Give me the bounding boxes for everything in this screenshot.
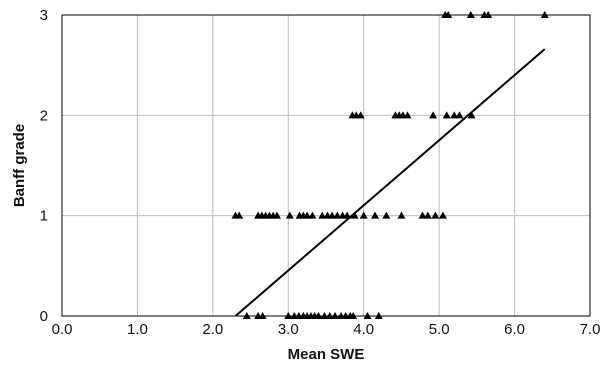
data-point-triangle bbox=[467, 111, 476, 119]
y-tick-label: 2 bbox=[40, 107, 48, 124]
data-point-triangle bbox=[325, 312, 334, 319]
data-point-triangle bbox=[484, 11, 493, 18]
x-tick-label: 0.0 bbox=[52, 321, 73, 338]
data-point-triangle bbox=[285, 211, 294, 219]
data-point-triangle bbox=[382, 211, 391, 219]
x-tick-label: 3.0 bbox=[278, 321, 299, 338]
data-point-triangle bbox=[403, 111, 412, 119]
data-point-triangle bbox=[350, 211, 359, 219]
x-tick-label: 4.0 bbox=[353, 321, 374, 338]
y-axis-title: Banff grade bbox=[11, 124, 28, 207]
data-point-triangle bbox=[374, 312, 383, 319]
data-point-triangle bbox=[343, 211, 352, 219]
data-point-triangle bbox=[308, 211, 317, 219]
linear-trendline bbox=[234, 48, 546, 317]
data-point-triangle bbox=[272, 211, 281, 219]
data-point-triangle bbox=[363, 312, 372, 319]
data-point-triangle bbox=[328, 211, 337, 219]
data-point-triangle bbox=[431, 211, 440, 219]
data-point-triangle bbox=[284, 312, 293, 319]
data-point-triangle bbox=[418, 211, 427, 219]
data-point-triangle bbox=[429, 111, 438, 119]
data-point-triangle bbox=[331, 312, 340, 319]
x-tick-label: 5.0 bbox=[429, 321, 450, 338]
data-point-triangle bbox=[258, 312, 267, 319]
trendline-layer bbox=[234, 48, 546, 317]
data-point-triangle bbox=[455, 111, 464, 119]
y-tick-label: 3 bbox=[40, 7, 48, 24]
x-tick-label: 2.0 bbox=[202, 321, 223, 338]
x-tick-label: 6.0 bbox=[504, 321, 525, 338]
data-point-triangle bbox=[442, 111, 451, 119]
data-point-triangle bbox=[320, 312, 329, 319]
data-point-triangle bbox=[371, 211, 380, 219]
x-axis-title: Mean SWE bbox=[288, 346, 365, 363]
data-point-triangle bbox=[349, 312, 358, 319]
y-tick-label: 1 bbox=[40, 208, 48, 225]
y-tick-label: 0 bbox=[40, 308, 48, 325]
data-point-triangle bbox=[540, 11, 549, 18]
data-point-triangle bbox=[450, 111, 459, 119]
data-point-triangle bbox=[423, 211, 432, 219]
data-points bbox=[231, 11, 549, 319]
data-point-triangle bbox=[303, 211, 312, 219]
data-point-triangle bbox=[397, 211, 406, 219]
data-point-triangle bbox=[235, 211, 244, 219]
data-point-triangle bbox=[438, 211, 447, 219]
data-point-triangle bbox=[444, 11, 453, 18]
data-point-triangle bbox=[333, 211, 342, 219]
data-point-triangle bbox=[242, 312, 251, 319]
x-tick-label: 1.0 bbox=[127, 321, 148, 338]
data-point-triangle bbox=[314, 312, 323, 319]
tick-labels: 0.0 1.0 2.0 3.0 4.0 5.0 6.0 7.0 0 1 2 3 bbox=[40, 7, 601, 338]
data-point-triangle bbox=[466, 11, 475, 18]
data-point-triangle bbox=[318, 211, 327, 219]
data-point-triangle bbox=[359, 211, 368, 219]
x-tick-label: 7.0 bbox=[580, 321, 601, 338]
data-point-triangle bbox=[356, 111, 365, 119]
